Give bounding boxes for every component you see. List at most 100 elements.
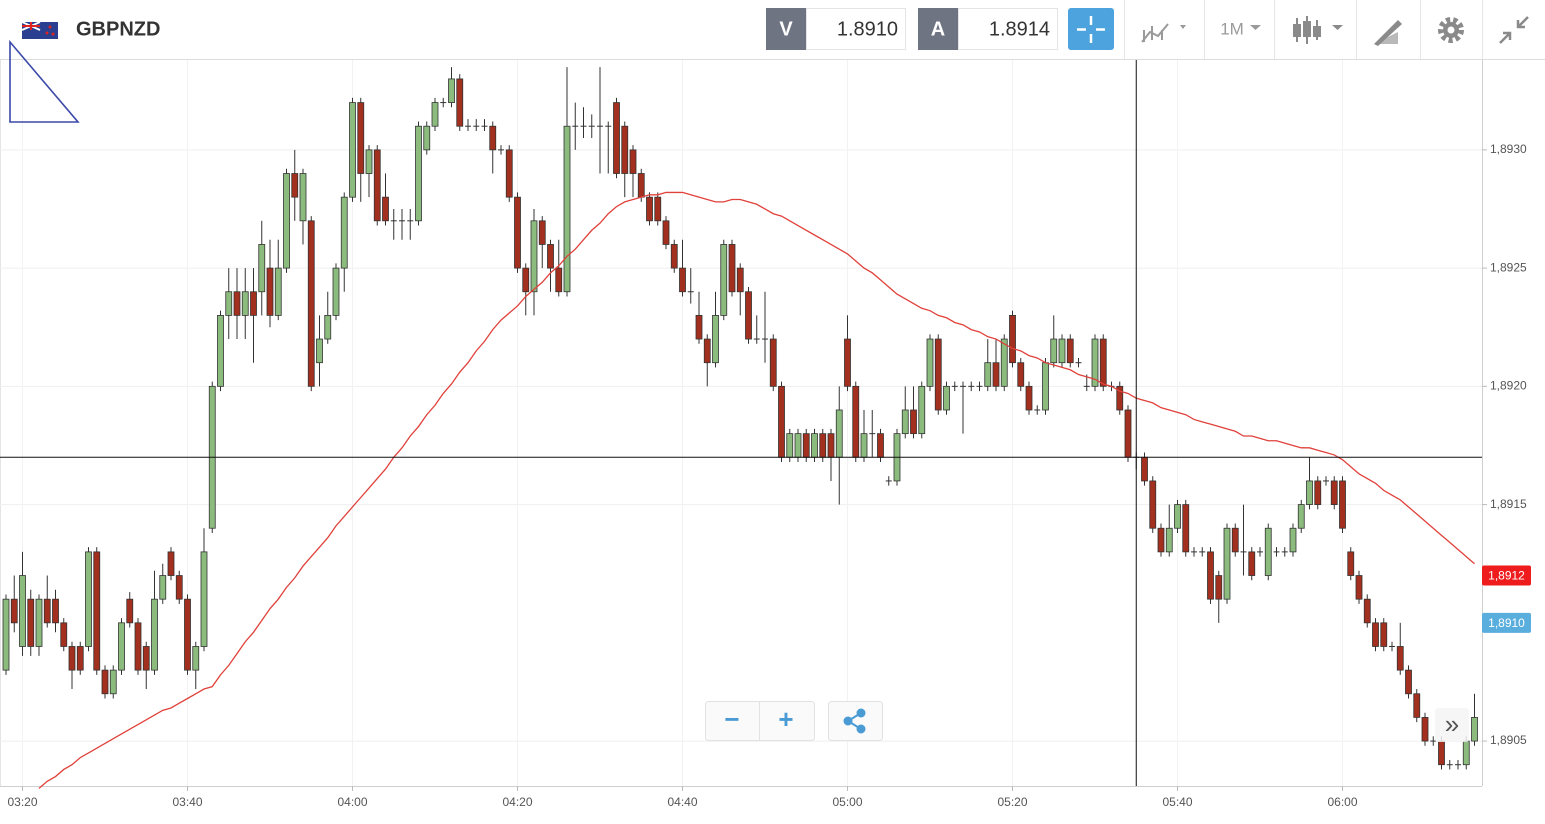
grid: 1,8905 1,8915 1,8920 1,8925 1,8930 03:20 03:40… <box>0 60 1527 809</box>
candle-body <box>621 125 629 174</box>
candle-body <box>992 362 1000 387</box>
candle-body <box>52 598 59 624</box>
zoom-out-button[interactable]: − <box>724 704 739 734</box>
candle-body <box>951 385 958 387</box>
candle-body <box>1000 338 1008 387</box>
candle-body <box>860 433 868 458</box>
price-tag-label: 1,8912 <box>1488 569 1525 583</box>
plot <box>2 67 1478 789</box>
price-tag <box>1482 612 1531 633</box>
candle-body <box>233 291 241 316</box>
timeframe-button[interactable]: 1M <box>1220 19 1261 38</box>
candle-body <box>1083 385 1090 387</box>
candle-body <box>35 598 43 647</box>
candle-body <box>258 244 266 293</box>
candle-body <box>1421 717 1429 742</box>
candle-body <box>431 102 439 127</box>
candle-body <box>415 125 422 222</box>
crosshair-button[interactable] <box>1068 8 1114 50</box>
candle-body <box>753 338 760 340</box>
candle-body <box>184 598 191 671</box>
candle-body <box>1306 480 1313 505</box>
candle-body <box>456 78 464 127</box>
collapse-button[interactable] <box>1499 16 1529 44</box>
x-tick-label: 03:40 <box>172 795 202 809</box>
candle-body <box>266 267 274 316</box>
candle-body <box>390 220 397 222</box>
scroll-end-label[interactable]: » <box>1445 709 1459 739</box>
candle-body <box>670 244 678 269</box>
candle-body <box>1363 598 1371 624</box>
candle-body <box>423 125 431 151</box>
candle-body <box>448 78 455 103</box>
candle-body <box>357 102 365 174</box>
candle-body <box>10 598 18 624</box>
candle-body <box>200 551 208 647</box>
indicators-button[interactable] <box>1141 23 1186 43</box>
candle-body <box>1223 527 1231 600</box>
candle-body <box>984 362 992 387</box>
candle-body <box>60 622 68 647</box>
candle-body <box>1430 740 1437 742</box>
candle-body <box>1389 645 1395 647</box>
candle-body <box>563 125 571 293</box>
candle-body <box>1017 362 1025 387</box>
candle-body <box>1264 527 1272 576</box>
candle-body <box>1231 527 1239 553</box>
candle-body <box>1050 338 1058 364</box>
candle-body <box>637 173 645 198</box>
candle-body <box>382 196 389 222</box>
candle-body <box>555 267 563 293</box>
candle-body <box>918 385 926 435</box>
candle-body <box>349 102 356 198</box>
candle-body <box>530 220 538 293</box>
x-tick-label: 04:40 <box>667 795 697 809</box>
candle-body <box>489 125 497 151</box>
candle-body <box>505 149 513 198</box>
bid-button[interactable] <box>766 8 806 50</box>
x-tick-label: 03:20 <box>7 795 37 809</box>
candle-body <box>646 196 653 222</box>
candle-body <box>1471 717 1478 742</box>
bid-price: 1.8910 <box>837 18 898 40</box>
candle-body <box>819 433 827 458</box>
candle-body <box>2 598 10 671</box>
candle-body <box>728 244 736 293</box>
scroll-end-button[interactable] <box>1435 708 1469 742</box>
candle-body <box>1446 764 1453 766</box>
candle-body <box>1281 551 1288 553</box>
settings-button[interactable] <box>1438 17 1464 43</box>
chart-type-button[interactable] <box>1293 16 1343 44</box>
x-tick-label: 05:00 <box>832 795 862 809</box>
candle-body <box>118 622 125 671</box>
toolbar-separators <box>1124 0 1483 59</box>
candle-body <box>498 149 504 151</box>
x-tick-label: 05:20 <box>997 795 1027 809</box>
share-button[interactable] <box>828 701 883 741</box>
candle-body <box>1141 456 1148 482</box>
timeframe[interactable]: 1M <box>1220 19 1244 38</box>
candle-body <box>679 267 686 293</box>
candle-body <box>27 598 35 647</box>
drawn-triangle[interactable] <box>9 39 80 123</box>
zoom-in-button[interactable]: + <box>778 704 793 734</box>
candle-body <box>960 385 966 387</box>
candle-body <box>1413 693 1421 718</box>
candle-body <box>1372 622 1379 647</box>
ask-button[interactable] <box>918 8 958 50</box>
candle-body <box>1191 551 1197 553</box>
candle-body <box>547 244 554 269</box>
candle-body <box>68 646 76 671</box>
candle-body <box>1099 338 1107 387</box>
candle-body <box>1042 362 1049 411</box>
candle-body <box>712 315 719 364</box>
candle-body <box>687 291 694 293</box>
candle-body <box>1396 646 1404 671</box>
candle-body <box>1330 480 1338 505</box>
candle-body <box>291 173 299 198</box>
drawing-button[interactable] <box>1374 20 1402 46</box>
candle-body <box>1248 551 1256 576</box>
candle-body <box>1165 527 1173 553</box>
